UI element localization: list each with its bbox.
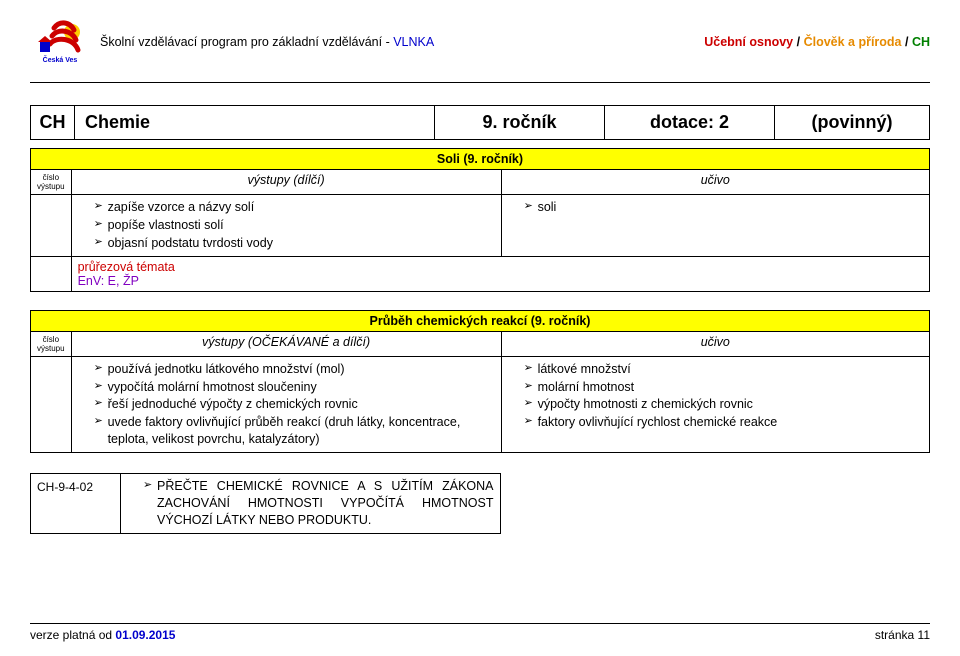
outcome-table: CH-9-4-02 PŘEČTE CHEMICKÉ ROVNICE A S UŽ…	[30, 473, 930, 534]
topics-value: EnV: E, ŽP	[78, 274, 139, 288]
program-name: Školní vzdělávací program pro základní v…	[100, 35, 393, 49]
list-item: vypočítá molární hmotnost sloučeniny	[94, 379, 495, 396]
soli-topics: průřezová témata EnV: E, ŽP	[71, 256, 929, 291]
list-item: látkové množství	[524, 361, 923, 378]
col-curriculum-label2: učivo	[501, 331, 929, 356]
list-item: popíše vlastnosti solí	[94, 217, 495, 234]
section-soli-header: Soli (9. ročník)	[31, 149, 930, 170]
breadcrumb-2: Člověk a příroda	[804, 35, 902, 49]
list-item: řeší jednoduché výpočty z chemických rov…	[94, 396, 495, 413]
soli-curriculum: soli	[501, 195, 929, 257]
page-footer: verze platná od 01.09.2015 stránka 11	[30, 623, 930, 642]
footer-version-label: verze platná od	[30, 628, 115, 642]
outcome-text-cell: PŘEČTE CHEMICKÉ ROVNICE A S UŽITÍM ZÁKON…	[121, 474, 501, 534]
title-table: CH Chemie 9. ročník dotace: 2 (povinný)	[30, 105, 930, 140]
reactions-outputs: používá jednotku látkového množství (mol…	[71, 356, 501, 452]
svg-text:Česká Ves: Česká Ves	[43, 55, 78, 64]
section-soli: Soli (9. ročník) číslo výstupu výstupy (…	[30, 148, 930, 292]
school-logo: Česká Ves	[30, 20, 90, 64]
reactions-curriculum: látkové množstvímolární hmotnostvýpočty …	[501, 356, 929, 452]
footer-page-number: stránka 11	[875, 628, 930, 642]
title-subject: Chemie	[75, 106, 435, 140]
outcome-text: PŘEČTE CHEMICKÉ ROVNICE A S UŽITÍM ZÁKON…	[143, 478, 494, 529]
soli-outputs: zapíše vzorce a názvy solípopíše vlastno…	[71, 195, 501, 257]
col-outputs-label2: výstupy (OČEKÁVANÉ a dílčí)	[71, 331, 501, 356]
section-reactions-header: Průběh chemických reakcí (9. ročník)	[31, 310, 930, 331]
col-outputs-label: výstupy (dílčí)	[71, 170, 501, 195]
row-number-empty2	[31, 256, 72, 291]
list-item: výpočty hmotnosti z chemických rovnic	[524, 396, 923, 413]
list-item: faktory ovlivňující rychlost chemické re…	[524, 414, 923, 431]
section-reactions: Průběh chemických reakcí (9. ročník) čís…	[30, 310, 930, 453]
breadcrumb-sep: /	[793, 35, 803, 49]
list-item: soli	[524, 199, 923, 216]
col-curriculum-label: učivo	[501, 170, 929, 195]
footer-divider	[30, 623, 930, 624]
list-item: zapíše vzorce a názvy solí	[94, 199, 495, 216]
list-item: používá jednotku látkového množství (mol…	[94, 361, 495, 378]
list-item: uvede faktory ovlivňující průběh reakcí …	[94, 414, 495, 448]
list-item: objasní podstatu tvrdosti vody	[94, 235, 495, 252]
breadcrumb-3: CH	[912, 35, 930, 49]
breadcrumb-sep2: /	[902, 35, 912, 49]
title-mandatory: (povinný)	[775, 106, 930, 140]
footer-left: verze platná od 01.09.2015	[30, 628, 175, 642]
header-divider	[30, 82, 930, 83]
col-number-label2: číslo výstupu	[31, 331, 72, 356]
program-subtitle: VLNKA	[393, 35, 434, 49]
row-number-empty3	[31, 356, 72, 452]
outcome-spacer	[500, 474, 930, 534]
title-grade: 9. ročník	[435, 106, 605, 140]
title-allocation: dotace: 2	[605, 106, 775, 140]
col-number-label: číslo výstupu	[31, 170, 72, 195]
row-number-empty	[31, 195, 72, 257]
page-header: Česká Ves Školní vzdělávací program pro …	[30, 20, 930, 64]
outcome-code: CH-9-4-02	[31, 474, 121, 534]
header-left-text: Školní vzdělávací program pro základní v…	[100, 35, 434, 49]
list-item: molární hmotnost	[524, 379, 923, 396]
title-code: CH	[31, 106, 75, 140]
topics-label: průřezová témata	[78, 260, 175, 274]
footer-version-date: 01.09.2015	[115, 628, 175, 642]
header-right-text: Učební osnovy / Člověk a příroda / CH	[704, 35, 930, 49]
breadcrumb-1: Učební osnovy	[704, 35, 793, 49]
